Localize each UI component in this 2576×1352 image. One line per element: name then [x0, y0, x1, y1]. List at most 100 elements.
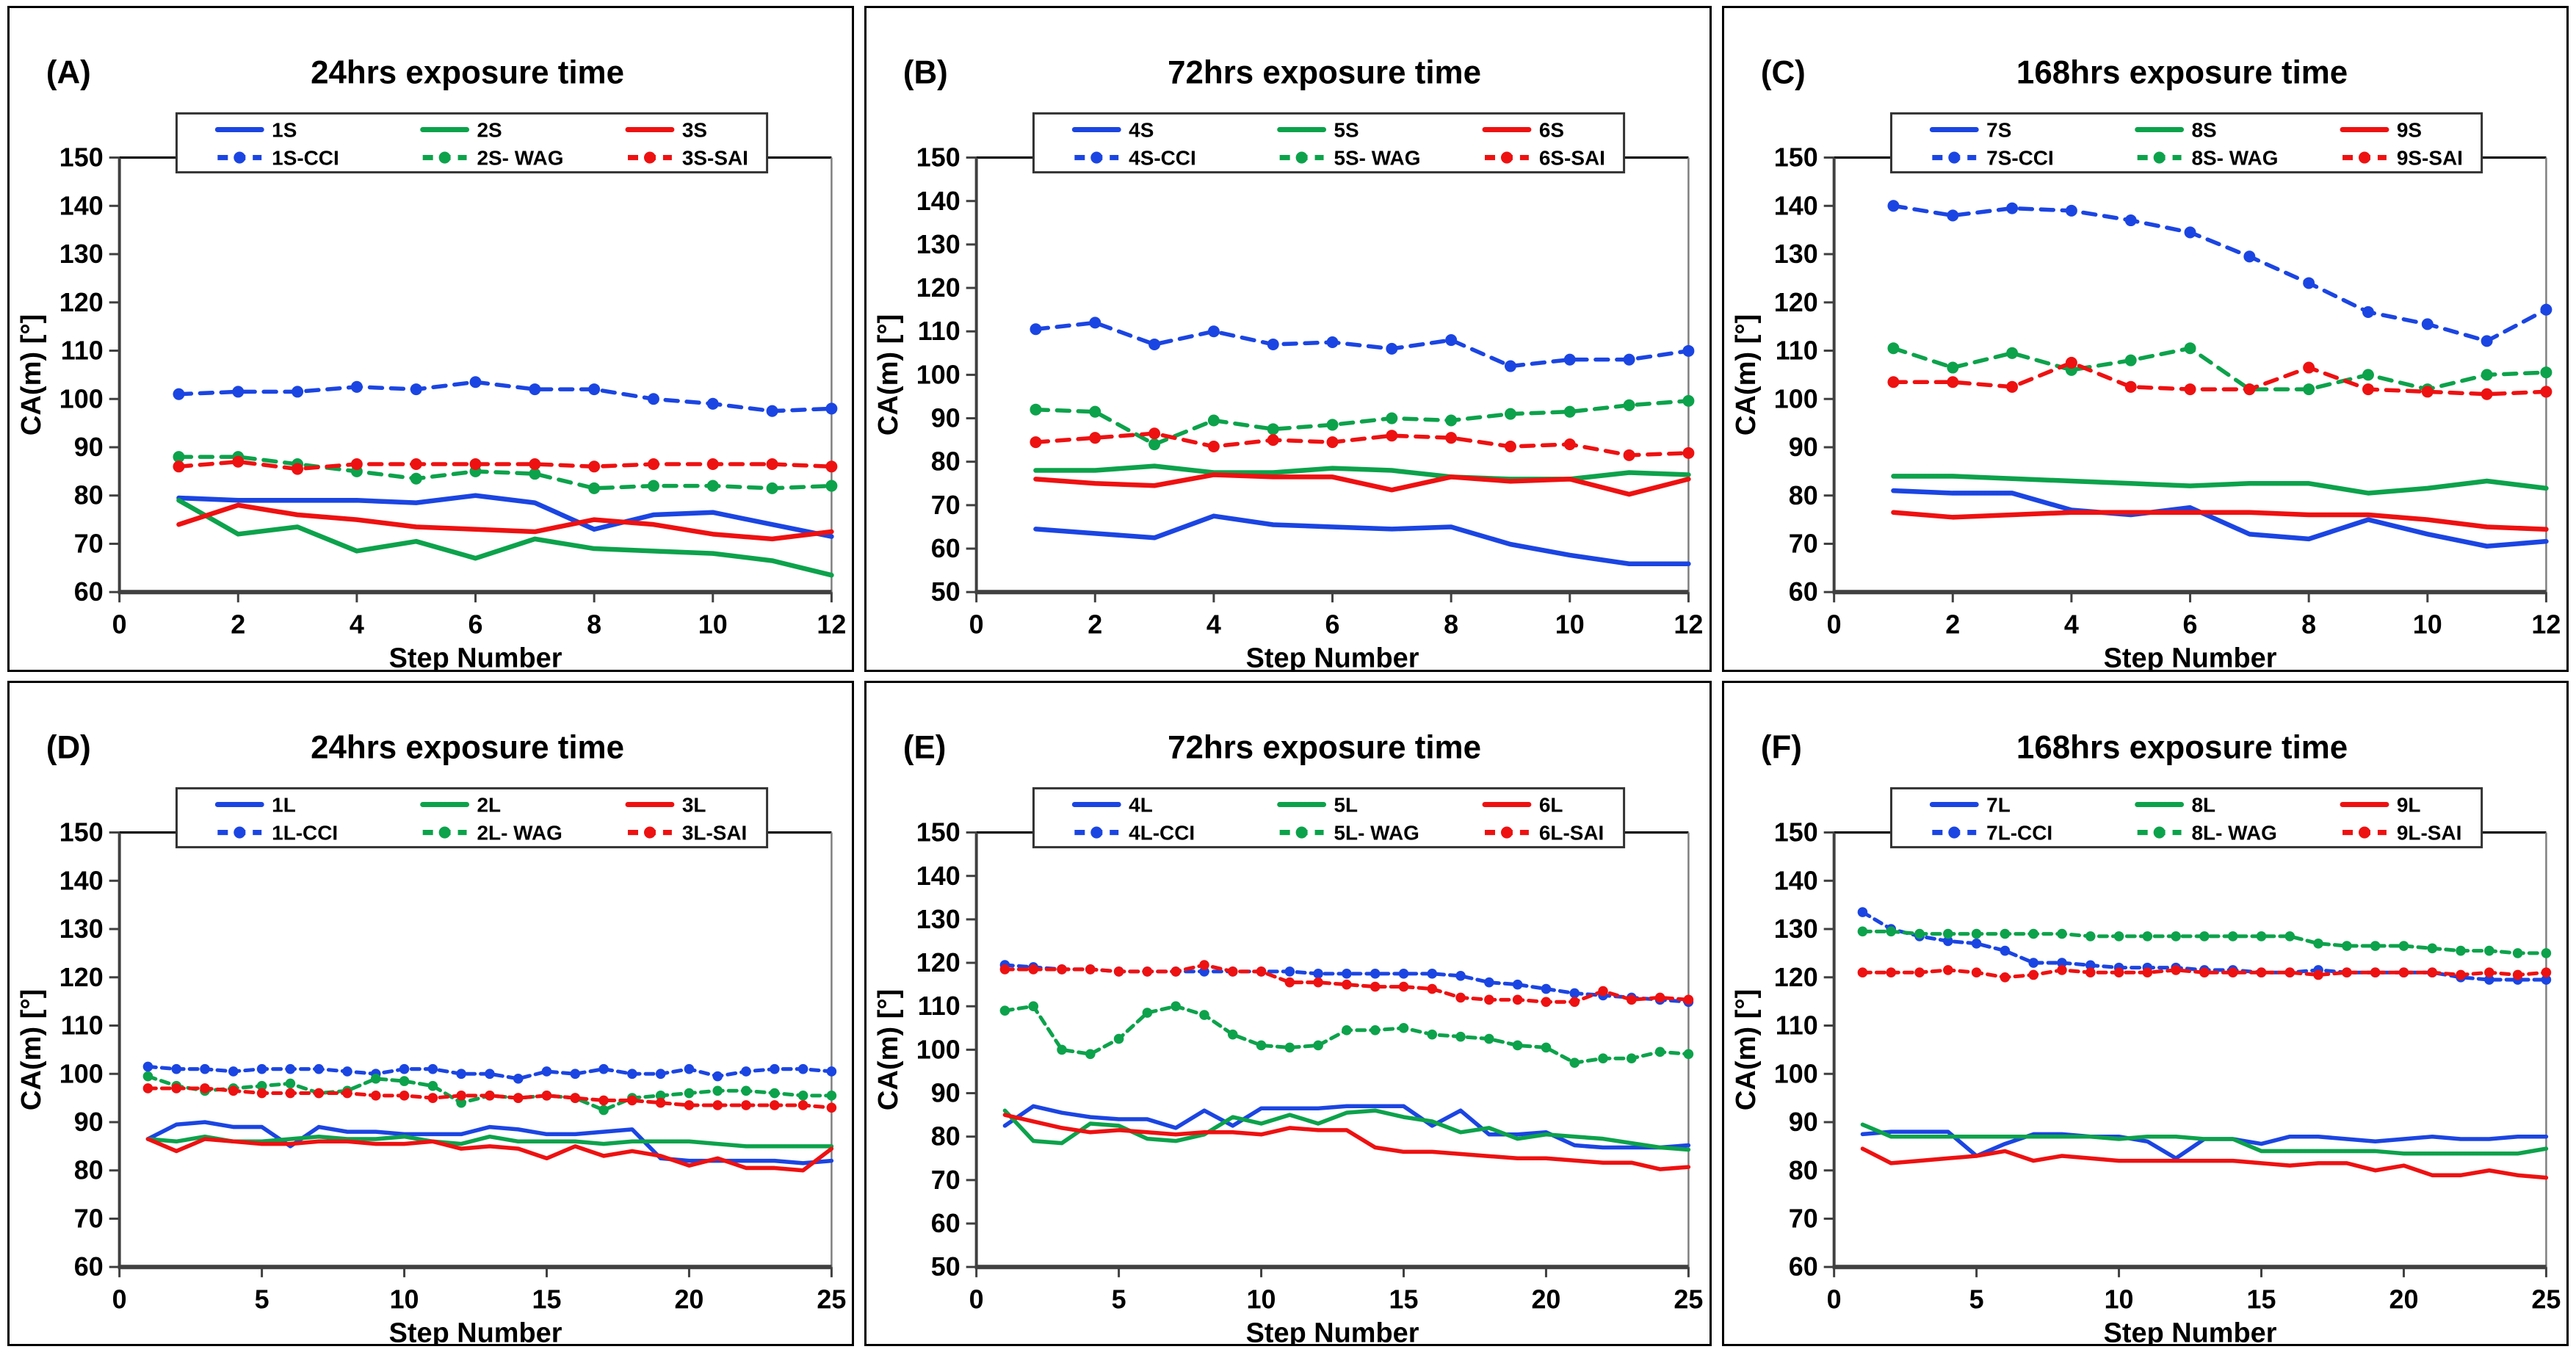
data-point-marker: [1484, 994, 1494, 1005]
y-tick-label: 50: [931, 576, 960, 607]
data-point-marker: [1199, 1009, 1210, 1020]
panel-label: (C): [1761, 54, 1806, 90]
data-point-marker: [142, 1061, 153, 1071]
legend-marker: [2358, 151, 2370, 164]
data-point-marker: [2421, 318, 2434, 330]
panel-title: 72hrs exposure time: [1168, 729, 1481, 765]
series-line-3L: [145, 1136, 834, 1172]
data-point-marker: [285, 1088, 296, 1098]
chart-panel-b: (B) 72hrs exposure time 50 60 70 80 90 100 110 12…: [864, 6, 1712, 672]
data-point-marker: [256, 1088, 267, 1098]
x-tick-label: 8: [587, 609, 601, 639]
series-line-5S-WAG: [1034, 399, 1691, 447]
y-tick-label: 100: [59, 383, 104, 413]
y-tick-label: 90: [1788, 1106, 1817, 1136]
legend-label-5L-WAG: 5L- WAG: [1334, 821, 1419, 844]
data-point-marker: [399, 1090, 410, 1101]
data-point-marker: [826, 1102, 837, 1113]
series-markers-1S-CCI: [173, 376, 838, 417]
data-point-marker: [588, 383, 601, 396]
data-point-marker: [342, 1066, 352, 1077]
data-point-marker: [684, 1063, 695, 1074]
data-point-marker: [2056, 964, 2067, 975]
data-point-marker: [706, 397, 719, 410]
data-point-marker: [770, 1063, 780, 1074]
data-point-marker: [285, 1063, 296, 1074]
legend-label-2L: 2L: [477, 793, 502, 816]
series-markers-4S-CCI: [1030, 317, 1695, 372]
data-point-marker: [1028, 964, 1039, 975]
data-point-marker: [797, 1090, 808, 1101]
legend-label-1L-CCI: 1L-CCI: [272, 821, 338, 844]
data-point-marker: [173, 388, 185, 400]
x-tick-label: 10: [1555, 609, 1585, 639]
data-point-marker: [1171, 1000, 1182, 1011]
series-markers-6L-SAI: [999, 959, 1694, 1007]
x-tick-label: 10: [1247, 1284, 1276, 1314]
data-point-marker: [598, 1095, 609, 1105]
y-axis-title: CA(m) [°]: [16, 314, 47, 435]
y-tick-label: 140: [59, 865, 104, 895]
data-point-marker: [684, 1099, 695, 1110]
x-tick-label: 6: [1325, 609, 1340, 639]
data-point-marker: [2370, 940, 2381, 951]
data-point-marker: [1267, 434, 1280, 447]
x-tick-label: 5: [1112, 1284, 1126, 1314]
data-point-marker: [292, 463, 304, 475]
x-tick-label: 0: [1826, 1284, 1841, 1314]
data-point-marker: [1386, 412, 1398, 424]
data-point-marker: [370, 1073, 381, 1084]
data-point-marker: [1942, 928, 1953, 939]
x-tick-label: 15: [532, 1284, 562, 1314]
legend-label-9L-SAI: 9L-SAI: [2397, 821, 2461, 844]
legend-marker: [234, 826, 246, 839]
legend-label-9S-SAI: 9S-SAI: [2397, 147, 2463, 170]
data-point-marker: [171, 1063, 182, 1074]
data-point-marker: [1914, 966, 1925, 977]
x-axis-title: Step Number: [1246, 643, 1419, 669]
data-point-marker: [1208, 440, 1220, 453]
data-point-marker: [469, 458, 482, 471]
y-tick-label: 150: [59, 142, 104, 173]
chart-svg: (C) 168hrs exposure time60708090100110120…: [1731, 54, 2561, 669]
data-point-marker: [2005, 202, 2018, 214]
panel-label: (F): [1761, 729, 1802, 765]
data-point-marker: [1445, 334, 1458, 347]
data-point-marker: [1505, 360, 1517, 372]
data-point-marker: [2455, 945, 2466, 955]
data-point-marker: [1284, 977, 1295, 988]
y-tick-label: 80: [74, 480, 104, 510]
data-point-marker: [2000, 928, 2010, 939]
data-point-marker: [1564, 353, 1577, 366]
y-tick-label: 60: [1788, 1251, 1817, 1281]
data-point-marker: [2227, 930, 2238, 941]
data-point-marker: [171, 1082, 182, 1093]
data-point-marker: [2512, 969, 2523, 980]
data-point-marker: [1505, 408, 1517, 420]
y-axis-title: CA(m) [°]: [1731, 988, 1762, 1110]
data-point-marker: [1655, 1046, 1665, 1057]
y-tick-label: 110: [1775, 1010, 1817, 1040]
data-point-marker: [1513, 979, 1523, 989]
y-axis-title: CA(m) [°]: [873, 314, 904, 435]
data-point-marker: [2540, 386, 2553, 398]
data-point-marker: [825, 402, 838, 415]
data-point-marker: [1623, 399, 1635, 411]
data-point-marker: [1427, 983, 1438, 994]
data-point-marker: [2199, 930, 2210, 941]
data-point-marker: [647, 480, 659, 492]
data-point-marker: [1445, 414, 1458, 427]
data-point-marker: [2341, 940, 2352, 951]
legend-marker: [2153, 151, 2166, 164]
data-point-marker: [1946, 209, 1958, 222]
y-tick-label: 150: [916, 142, 960, 173]
legend-label-7S-CCI: 7S-CCI: [1986, 147, 2054, 170]
data-point-marker: [1085, 1048, 1096, 1059]
y-tick-label: 70: [1788, 528, 1817, 558]
data-point-marker: [529, 458, 541, 471]
data-point-marker: [770, 1088, 780, 1098]
y-tick-label: 140: [916, 860, 960, 890]
data-point-marker: [2541, 966, 2551, 977]
data-point-marker: [173, 460, 185, 473]
